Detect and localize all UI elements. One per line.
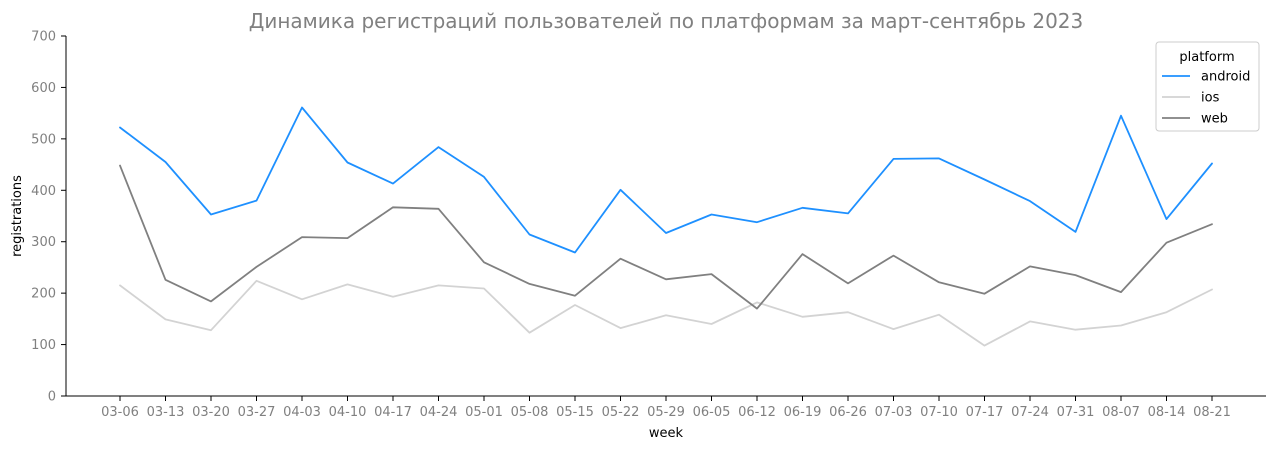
y-tick-label: 400 bbox=[31, 184, 56, 199]
x-tick-label: 03-13 bbox=[147, 405, 185, 420]
x-tick-label: 06-26 bbox=[829, 405, 867, 420]
series-line-ios bbox=[119, 279, 1213, 347]
x-tick-label: 05-15 bbox=[556, 405, 594, 420]
x-tick-label: 07-31 bbox=[1057, 405, 1095, 420]
x-tick-label: 04-03 bbox=[283, 405, 321, 420]
plot-area bbox=[119, 106, 1213, 347]
legend-label-web: web bbox=[1201, 112, 1228, 127]
y-axis-label: registrations bbox=[10, 175, 25, 257]
legend-box bbox=[1155, 41, 1260, 132]
chart-title: Динамика регистраций пользователей по пл… bbox=[249, 9, 1084, 33]
x-tick-label: 04-24 bbox=[420, 405, 458, 420]
x-tick-label: 06-12 bbox=[738, 405, 776, 420]
y-tick-label: 200 bbox=[31, 287, 56, 302]
y-tick-label: 700 bbox=[31, 30, 56, 45]
x-tick-label: 07-10 bbox=[920, 405, 958, 420]
series-line-android bbox=[119, 106, 1213, 254]
y-tick-label: 500 bbox=[31, 132, 56, 147]
series-line-web bbox=[119, 164, 1213, 310]
legend-label-android: android bbox=[1201, 70, 1250, 85]
x-tick-label: 06-05 bbox=[693, 405, 731, 420]
x-axis-label: week bbox=[649, 426, 684, 441]
legend-label-ios: ios bbox=[1201, 91, 1220, 106]
legend: platform android ios web bbox=[1155, 41, 1260, 132]
axes: 0 100 200 300 400 500 600 700 03-06 03-13 03-20 03-… bbox=[31, 30, 1266, 420]
legend-title: platform bbox=[1179, 50, 1234, 65]
x-tick-label: 05-01 bbox=[465, 405, 503, 420]
x-tick-label: 08-07 bbox=[1102, 405, 1140, 420]
x-tick-label: 04-17 bbox=[374, 405, 412, 420]
y-tick-label: 0 bbox=[48, 390, 56, 405]
y-tick-label: 300 bbox=[31, 235, 56, 250]
x-tick-label: 08-14 bbox=[1148, 405, 1186, 420]
x-tick-label: 06-19 bbox=[784, 405, 822, 420]
x-tick-label: 07-24 bbox=[1011, 405, 1049, 420]
x-tick-label: 05-08 bbox=[511, 405, 549, 420]
x-tick-label: 03-20 bbox=[192, 405, 230, 420]
x-tick-label: 04-10 bbox=[329, 405, 367, 420]
x-tick-label: 05-22 bbox=[602, 405, 640, 420]
x-tick-label: 07-03 bbox=[875, 405, 913, 420]
y-tick-label: 600 bbox=[31, 81, 56, 96]
y-tick-label: 100 bbox=[31, 338, 56, 353]
x-tick-label: 05-29 bbox=[647, 405, 685, 420]
x-tick-label: 03-27 bbox=[238, 405, 276, 420]
x-tick-label: 07-17 bbox=[966, 405, 1004, 420]
x-tick-label: 08-21 bbox=[1193, 405, 1231, 420]
x-tick-label: 03-06 bbox=[101, 405, 139, 420]
